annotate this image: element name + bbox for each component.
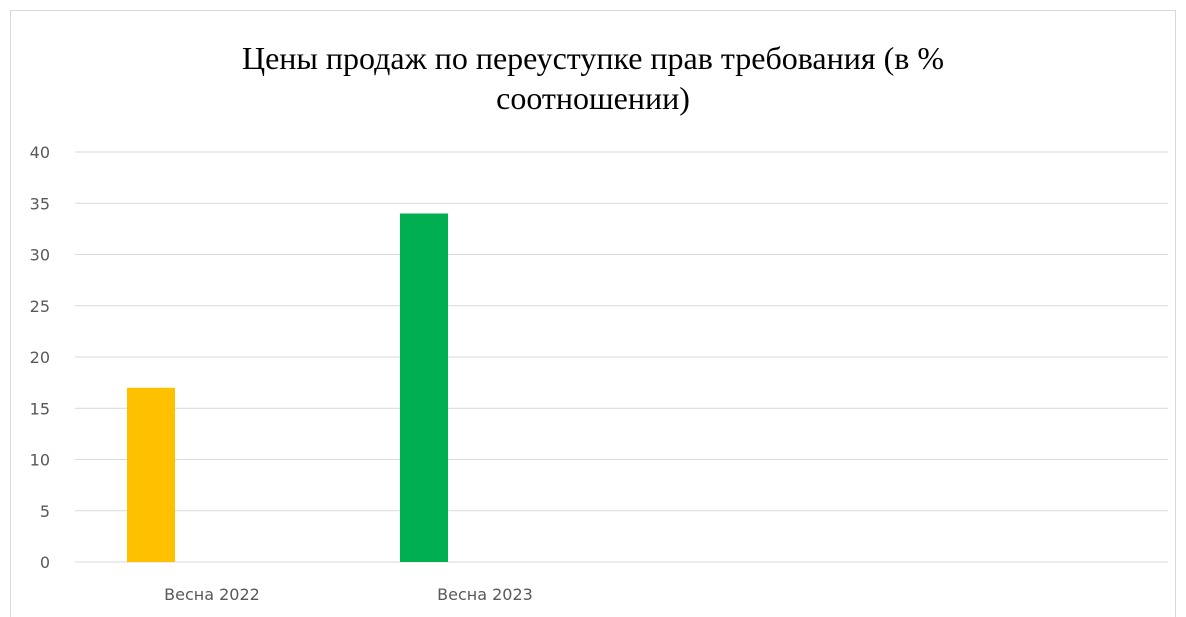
- y-tick-label: 15: [30, 399, 50, 418]
- x-axis-tick-labels: Весна 2022 Весна 2023: [164, 585, 533, 604]
- y-axis-tick-labels: 0 5 10 15 20 25 30 35 40: [30, 143, 50, 572]
- y-tick-label: 40: [30, 143, 50, 162]
- y-tick-label: 35: [30, 194, 50, 213]
- x-tick-label: Весна 2022: [164, 585, 260, 604]
- y-tick-label: 20: [30, 348, 50, 367]
- y-tick-label: 25: [30, 297, 50, 316]
- chart-frame: [10, 10, 1176, 617]
- chart-title-text: Цены продаж по переуступке прав требован…: [241, 40, 944, 116]
- y-tick-label: 0: [40, 553, 50, 572]
- bar-1: [127, 387, 175, 562]
- y-tick-label: 10: [30, 451, 50, 470]
- bar-2: [400, 213, 448, 562]
- x-tick-label: Весна 2023: [437, 585, 533, 604]
- y-gridlines: [75, 151, 1168, 563]
- bars: [127, 213, 448, 562]
- chart-title: Цены продаж по переуступке прав требован…: [0, 38, 1186, 118]
- y-tick-label: 5: [40, 502, 50, 521]
- y-tick-label: 30: [30, 246, 50, 265]
